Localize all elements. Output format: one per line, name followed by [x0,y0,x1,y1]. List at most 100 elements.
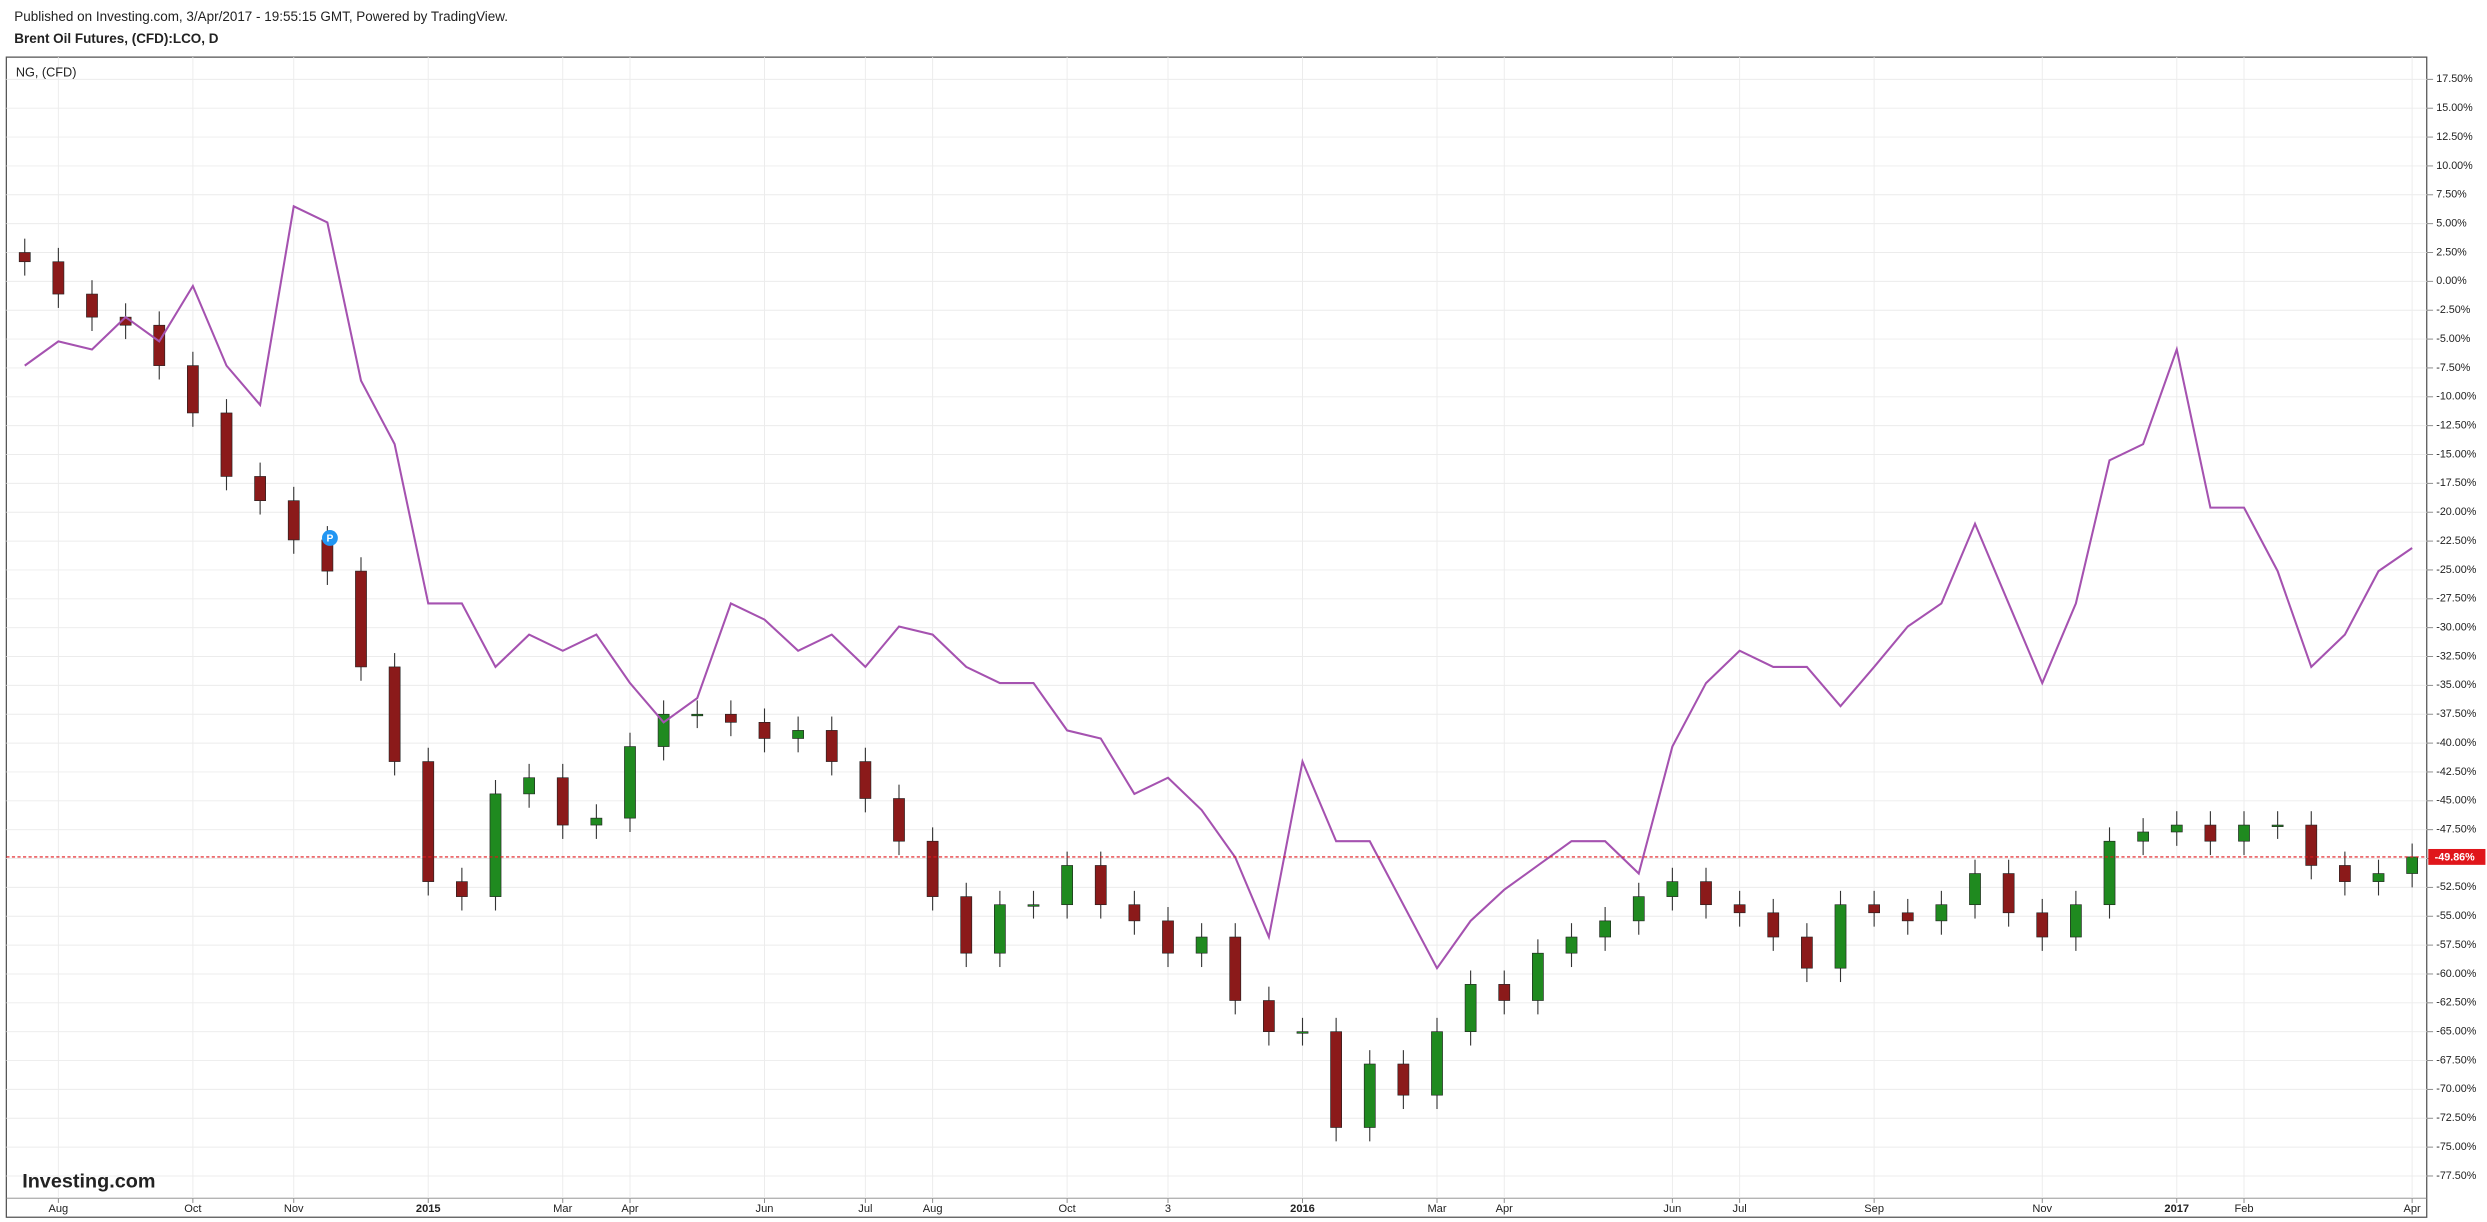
candle-body [556,777,569,826]
candle-body [2339,865,2351,882]
candle-body [1532,952,1544,1001]
candle-body [893,798,905,842]
x-tick-label: Apr [2404,1203,2422,1215]
candle-body [859,761,872,799]
candle-body [1935,904,1948,922]
x-tick-label: 2017 [2164,1203,2189,1215]
y-tick-label: -32.50% [2436,650,2477,662]
candle-body [657,713,670,747]
candle-body [287,500,300,541]
candle-body [1195,936,1208,954]
y-tick-label: -42.50% [2436,766,2477,778]
event-marker[interactable]: P [326,534,333,545]
x-tick-label: 2015 [416,1203,441,1215]
y-tick-label: -77.50% [2436,1170,2477,1182]
last-price-label: -49.86% [2435,852,2476,864]
candle-body [2070,904,2082,938]
y-tick-label: -25.00% [2436,564,2477,576]
candle-body [2372,873,2385,882]
candle-body [1027,904,1040,907]
x-tick-label: Feb [2234,1203,2253,1215]
labels: 17.50% 15.00% 12.50% 10.00% 7.50% 5.00% 2.50% 0… [16,65,2486,1215]
symbol-title: Brent Oil Futures, (CFD):LCO, D [14,31,218,46]
y-tick-label: 15.00% [2436,102,2473,114]
candle-body [926,840,939,897]
candle-body [153,324,166,366]
y-tick-label: -12.50% [2436,419,2477,431]
y-tick-label: 12.50% [2436,131,2473,143]
candle-body [2137,831,2150,842]
candle-body [1363,1063,1376,1128]
candle-body [187,365,199,414]
candle-body [254,476,266,502]
x-tick-label: Aug [923,1203,943,1215]
candle-body [725,713,737,723]
candle-body [2271,824,2284,827]
candle-body [2406,856,2419,874]
y-tick-label: -7.50% [2436,362,2471,374]
y-tick-label: -22.50% [2436,535,2477,547]
candle-body [1565,936,1578,954]
x-tick-label: 2016 [1290,1203,1315,1215]
x-tick-label: Oct [1058,1203,1075,1215]
candle-body [1061,865,1073,906]
x-tick-label: Oct [184,1203,201,1215]
y-tick-label: -72.50% [2436,1112,2477,1124]
series-line [24,204,2413,971]
candle-body [590,817,603,826]
y-tick-label: -60.00% [2436,968,2477,980]
candle-body [1801,936,1813,969]
grid [6,57,2434,1203]
candle-body [18,252,31,263]
candle-body [2170,824,2183,833]
candle-body [422,761,435,882]
published-note: Published on Investing.com, 3/Apr/2017 -… [14,9,508,24]
candle-body [523,777,535,795]
candle-body [489,793,502,897]
x-tick-label: Apr [1496,1203,1514,1215]
candle-body [1767,912,1780,938]
candle-body [1397,1063,1410,1096]
y-tick-label: 7.50% [2436,189,2467,201]
candle-body [1599,920,1611,938]
candle-body [1128,904,1141,922]
candle-body [624,746,636,819]
x-tick-label: Jul [1733,1203,1747,1215]
candle-body [960,896,973,954]
y-tick-label: -45.00% [2436,795,2477,807]
candle-body [825,730,838,762]
y-tick-label: -37.50% [2436,708,2477,720]
y-tick-label: -10.00% [2436,391,2477,403]
candle-body [1263,1000,1275,1033]
event-marker-icon[interactable] [321,530,338,546]
candle-body [1296,1031,1309,1034]
x-tick-label: Apr [621,1203,639,1215]
x-tick-label: 3 [1165,1203,1171,1215]
candle-body [1969,873,1981,906]
y-tick-label: -67.50% [2436,1054,2477,1066]
y-tick-label: -15.00% [2436,448,2477,460]
candle-body [2238,824,2250,842]
candle-body [2204,824,2217,842]
candle-body [1498,984,1511,1001]
candle-body [2305,824,2318,866]
x-tick-label: Mar [553,1203,572,1215]
candle-body [691,713,704,717]
marks [6,204,2427,1142]
candle-body [792,730,804,739]
candle-body [1464,984,1477,1033]
y-tick-label: -30.00% [2436,622,2477,634]
candle-body [355,570,367,668]
candle-body [456,881,468,897]
candle-body [2036,912,2049,938]
y-tick-label: 2.50% [2436,246,2467,258]
x-tick-label: Aug [48,1203,68,1215]
candle-body [220,412,233,477]
candle-body [1666,881,1679,897]
x-tick-label: Mar [1427,1203,1446,1215]
candle-body [1632,896,1645,922]
candle-body [1868,904,1881,914]
y-tick-label: -55.00% [2436,910,2477,922]
candle-body [994,904,1006,954]
